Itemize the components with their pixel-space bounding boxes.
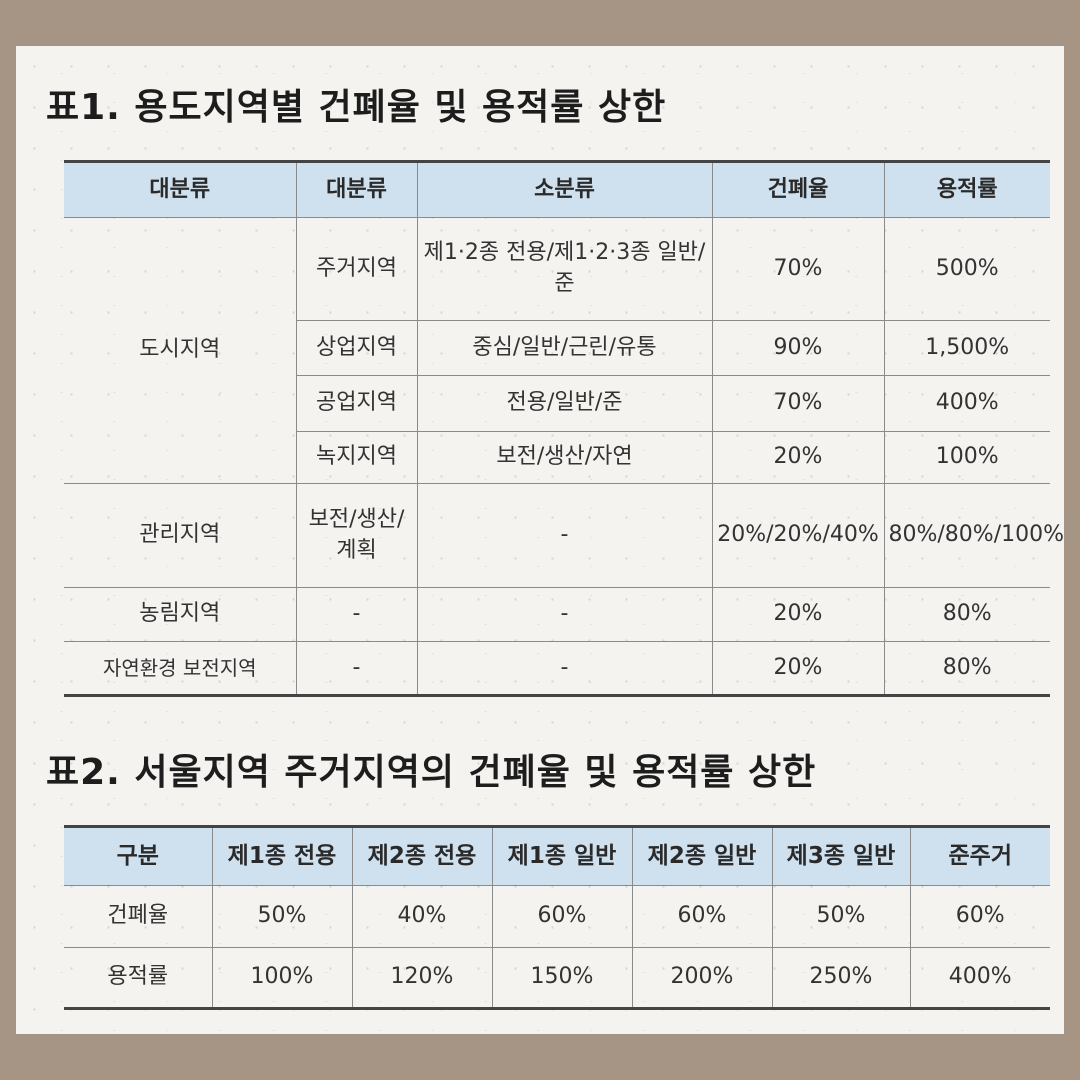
table1-title: 표1. 용도지역별 건폐율 및 용적률 상한: [46, 87, 667, 128]
bcr-cell: 90%: [711, 320, 885, 376]
far-cell: 100%: [883, 431, 1050, 484]
table-row: 도시지역 주거지역 제1·2종 전용/제1·2·3종 일반/준 70% 500%: [64, 217, 1050, 484]
row-label-cell: 용적률: [64, 947, 213, 1010]
header-cell: 구분: [64, 825, 213, 886]
subcategory-cell: -: [295, 587, 418, 642]
seoul-residential-limits-table: 구분 제1종 전용 제2종 전용 제1종 일반 제2종 일반 제3종 일반 준주…: [64, 825, 1050, 1010]
header-cell: 건폐율: [711, 160, 885, 218]
detail-cell: 중심/일반/근린/유통: [416, 320, 713, 376]
value-cell: 100%: [211, 947, 353, 1010]
far-cell: 80%: [883, 587, 1050, 642]
value-cell: 120%: [351, 947, 493, 1010]
far-cell: 1,500%: [883, 320, 1050, 376]
category-cell: 자연환경 보전지역: [64, 641, 297, 697]
category-cell: 관리지역: [64, 483, 297, 588]
header-cell: 용적률: [883, 160, 1050, 218]
table-row: 건폐율 50% 40% 60% 60% 50% 60%: [64, 885, 1050, 948]
value-cell: 250%: [771, 947, 911, 1010]
header-cell: 제2종 전용: [351, 825, 493, 886]
header-cell: 소분류: [416, 160, 713, 218]
paper-background: 표1. 용도지역별 건폐율 및 용적률 상한 대분류 대분류 소분류 건폐율 용…: [16, 46, 1064, 1034]
subcategory-cell: 보전/생산/계획: [295, 483, 418, 588]
header-cell: 제3종 일반: [771, 825, 911, 886]
table-row: 농림지역 - - 20% 80%: [64, 587, 1050, 642]
header-cell: 준주거: [909, 825, 1050, 886]
table-row: 용적률 100% 120% 150% 200% 250% 400%: [64, 947, 1050, 1010]
subcategory-cell: 주거지역: [295, 217, 418, 321]
value-cell: 50%: [211, 885, 353, 948]
subcategory-cell: -: [295, 641, 418, 697]
value-cell: 60%: [491, 885, 633, 948]
bcr-cell: 70%: [711, 375, 885, 432]
value-cell: 150%: [491, 947, 633, 1010]
bcr-cell: 20%: [711, 431, 885, 484]
bcr-cell: 70%: [711, 217, 885, 321]
header-cell: 제1종 일반: [491, 825, 633, 886]
subcategory-cell: 공업지역: [296, 375, 418, 432]
detail-cell: -: [416, 587, 713, 642]
table-row: 상업지역 중심/일반/근린/유통 90% 1,500%: [64, 320, 1050, 376]
value-cell: 40%: [351, 885, 493, 948]
value-cell: 200%: [631, 947, 773, 1010]
category-cell: 농림지역: [64, 587, 297, 642]
table-row: 녹지지역 보전/생산/자연 20% 100%: [64, 431, 1050, 484]
header-cell: 대분류: [64, 160, 297, 218]
detail-cell: -: [416, 641, 713, 697]
bcr-cell: 20%: [711, 587, 885, 642]
table-row: 관리지역 보전/생산/계획 - 20%/20%/40% 80%/80%/100%: [64, 483, 1064, 588]
header-cell: 제2종 일반: [631, 825, 773, 886]
subcategory-cell: 녹지지역: [296, 431, 418, 484]
row-label-cell: 건폐율: [64, 885, 213, 948]
table-header-row: 대분류 대분류 소분류 건폐율 용적률: [64, 160, 1050, 218]
far-cell: 500%: [883, 217, 1050, 321]
value-cell: 60%: [909, 885, 1050, 948]
table-row: 공업지역 전용/일반/준 70% 400%: [64, 375, 1050, 432]
subcategory-cell: 상업지역: [296, 320, 418, 376]
detail-cell: 보전/생산/자연: [416, 431, 713, 484]
far-cell: 80%: [883, 641, 1050, 697]
header-cell: 제1종 전용: [211, 825, 353, 886]
table-row: 자연환경 보전지역 - - 20% 80%: [64, 641, 1050, 697]
detail-cell: 전용/일반/준: [416, 375, 713, 432]
zoning-limits-table: 대분류 대분류 소분류 건폐율 용적률 도시지역 주거지역 제1·2종 전용/제…: [64, 160, 1064, 697]
detail-cell: -: [416, 483, 713, 588]
value-cell: 50%: [771, 885, 911, 948]
far-cell: 80%/80%/100%: [883, 483, 1064, 588]
value-cell: 400%: [909, 947, 1050, 1010]
far-cell: 400%: [883, 375, 1050, 432]
table-header-row: 구분 제1종 전용 제2종 전용 제1종 일반 제2종 일반 제3종 일반 준주…: [64, 825, 1050, 886]
value-cell: 60%: [631, 885, 773, 948]
table2-title: 표2. 서울지역 주거지역의 건폐율 및 용적률 상한: [46, 752, 817, 793]
category-cell: 도시지역: [64, 217, 297, 484]
bcr-cell: 20%: [711, 641, 885, 697]
detail-cell: 제1·2종 전용/제1·2·3종 일반/준: [416, 217, 713, 321]
header-cell: 대분류: [295, 160, 418, 218]
bcr-cell: 20%/20%/40%: [711, 483, 885, 588]
